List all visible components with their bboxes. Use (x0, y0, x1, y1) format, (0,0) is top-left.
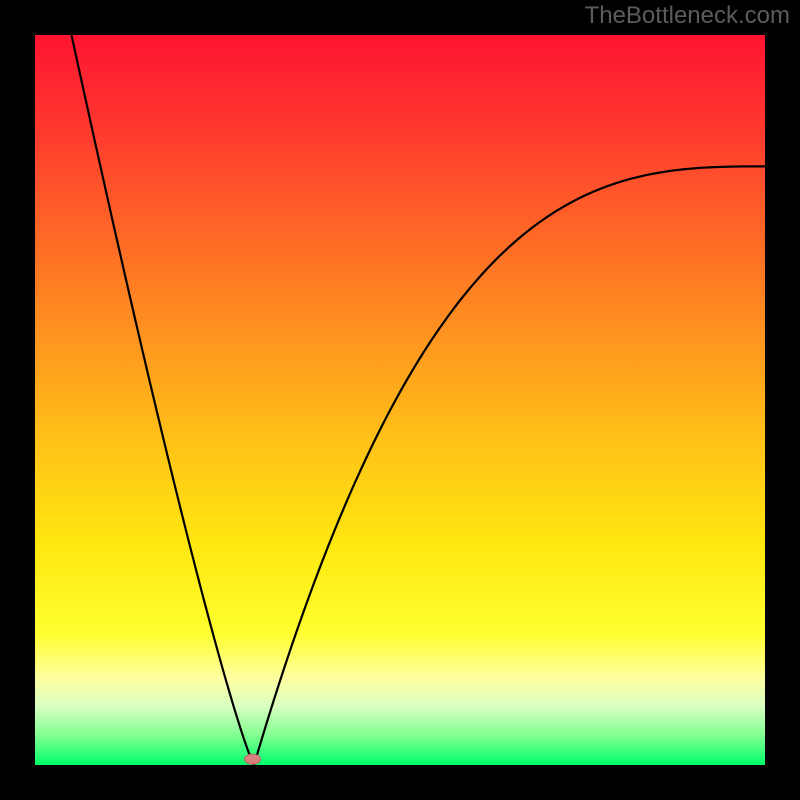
bottleneck-chart (0, 0, 800, 800)
chart-container: TheBottleneck.com (0, 0, 800, 800)
optimal-point-marker (245, 754, 261, 764)
watermark-text: TheBottleneck.com (585, 2, 790, 30)
plot-background (35, 35, 765, 765)
